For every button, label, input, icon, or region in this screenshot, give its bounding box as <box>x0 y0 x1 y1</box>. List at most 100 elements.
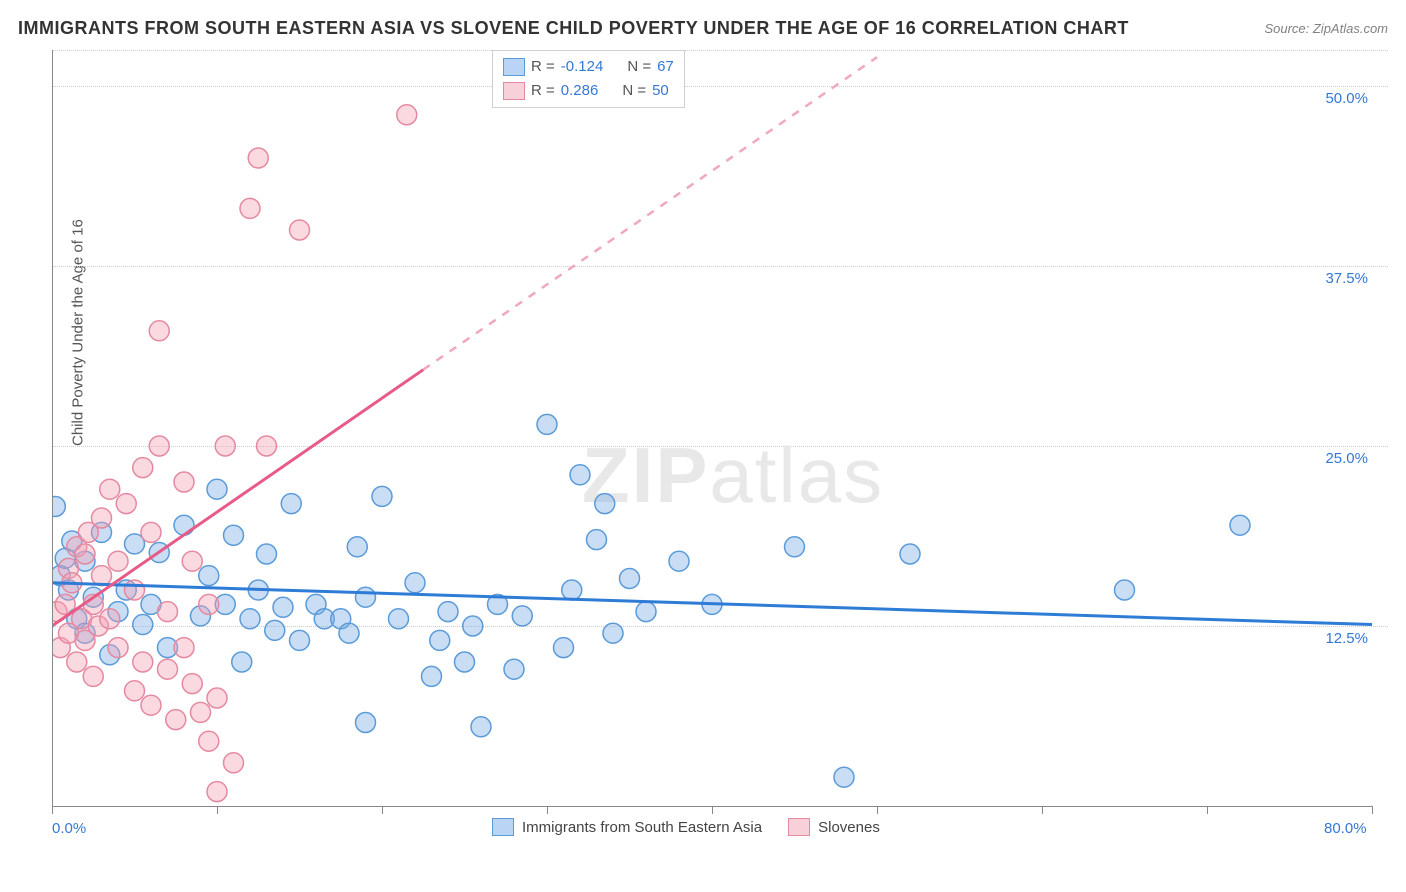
data-point <box>207 782 227 802</box>
legend-swatch <box>492 818 514 836</box>
data-point <box>422 666 442 686</box>
data-point <box>207 688 227 708</box>
x-tick <box>1207 806 1208 814</box>
legend-swatch <box>788 818 810 836</box>
data-point <box>603 623 623 643</box>
legend-n-value: 67 <box>657 55 674 79</box>
data-point <box>339 623 359 643</box>
y-axis-tick-label: 50.0% <box>1325 90 1368 107</box>
data-point <box>248 148 268 168</box>
legend-swatch <box>503 82 525 100</box>
data-point <box>108 638 128 658</box>
data-point <box>100 609 120 629</box>
data-point <box>199 594 219 614</box>
legend-r-value: 0.286 <box>561 79 599 103</box>
data-point <box>537 414 557 434</box>
data-point <box>347 537 367 557</box>
x-axis-tick-label: 80.0% <box>1324 820 1367 837</box>
data-point <box>438 602 458 622</box>
legend-r-key: R = <box>531 79 555 103</box>
x-axis-tick-label: 0.0% <box>52 820 86 837</box>
data-point <box>158 659 178 679</box>
data-point <box>257 436 277 456</box>
data-point <box>75 544 95 564</box>
data-point <box>191 702 211 722</box>
data-point <box>141 522 161 542</box>
x-tick <box>547 806 548 814</box>
data-point <box>207 479 227 499</box>
data-point <box>83 666 103 686</box>
data-point <box>199 731 219 751</box>
data-point <box>67 652 87 672</box>
data-point <box>554 638 574 658</box>
x-tick <box>382 806 383 814</box>
data-point <box>240 198 260 218</box>
legend-item: Slovenes <box>788 818 880 836</box>
data-point <box>1115 580 1135 600</box>
data-point <box>174 638 194 658</box>
data-point <box>149 436 169 456</box>
x-tick <box>1372 806 1373 814</box>
data-point <box>504 659 524 679</box>
data-point <box>471 717 491 737</box>
data-point <box>290 220 310 240</box>
data-point <box>108 551 128 571</box>
legend-row: R = 0.286N = 50 <box>503 79 674 103</box>
data-point <box>636 602 656 622</box>
data-point <box>116 494 136 514</box>
legend-row: R = -0.124N = 67 <box>503 55 674 79</box>
chart-title: IMMIGRANTS FROM SOUTH EASTERN ASIA VS SL… <box>18 18 1129 39</box>
data-point <box>182 674 202 694</box>
data-point <box>356 587 376 607</box>
data-point <box>52 496 65 516</box>
y-axis-line <box>52 50 53 806</box>
data-point <box>430 630 450 650</box>
legend-swatch <box>503 58 525 76</box>
data-point <box>133 615 153 635</box>
data-point <box>620 568 640 588</box>
data-point <box>463 616 483 636</box>
data-point <box>356 712 376 732</box>
data-point <box>92 566 112 586</box>
data-point <box>265 620 285 640</box>
data-point <box>1230 515 1250 535</box>
data-point <box>100 479 120 499</box>
data-point <box>133 652 153 672</box>
chart-container: Child Poverty Under the Age of 16 ZIPatl… <box>52 50 1388 842</box>
data-point <box>125 580 145 600</box>
data-point <box>587 530 607 550</box>
data-point <box>281 494 301 514</box>
legend-label: Immigrants from South Eastern Asia <box>522 819 762 836</box>
legend-r-value: -0.124 <box>561 55 604 79</box>
data-point <box>397 105 417 125</box>
legend-item: Immigrants from South Eastern Asia <box>492 818 762 836</box>
legend-series: Immigrants from South Eastern Asia Sloven… <box>492 818 880 836</box>
y-axis-tick-label: 12.5% <box>1325 630 1368 647</box>
data-point <box>512 606 532 626</box>
data-point <box>224 525 244 545</box>
data-point <box>215 436 235 456</box>
y-axis-tick-label: 37.5% <box>1325 270 1368 287</box>
data-point <box>174 472 194 492</box>
data-point <box>224 753 244 773</box>
legend-r-key: R = <box>531 55 555 79</box>
data-point <box>158 602 178 622</box>
x-tick <box>712 806 713 814</box>
data-point <box>133 458 153 478</box>
x-tick <box>1042 806 1043 814</box>
data-point <box>257 544 277 564</box>
x-tick <box>217 806 218 814</box>
data-point <box>125 681 145 701</box>
data-point <box>290 630 310 650</box>
legend-n-value: 50 <box>652 79 669 103</box>
data-point <box>199 566 219 586</box>
data-point <box>900 544 920 564</box>
scatter-plot <box>52 50 1388 842</box>
data-point <box>570 465 590 485</box>
data-point <box>182 551 202 571</box>
data-point <box>669 551 689 571</box>
data-point <box>240 609 260 629</box>
data-point <box>92 508 112 528</box>
data-point <box>595 494 615 514</box>
data-point <box>389 609 409 629</box>
